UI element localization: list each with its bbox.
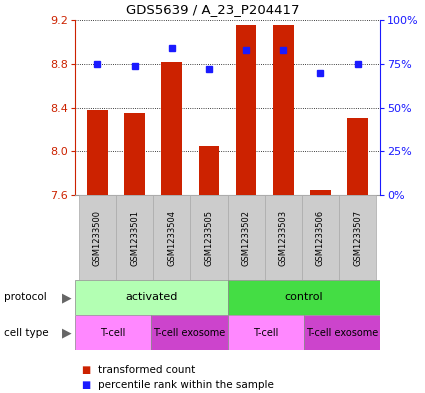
Text: GSM1233501: GSM1233501 — [130, 209, 139, 266]
Bar — [190, 195, 227, 280]
Text: GSM1233507: GSM1233507 — [353, 209, 362, 266]
Bar — [304, 315, 380, 350]
Bar — [227, 315, 304, 350]
Bar — [265, 195, 302, 280]
Bar — [79, 195, 116, 280]
Text: T-cell exosome: T-cell exosome — [306, 327, 378, 338]
Text: activated: activated — [125, 292, 178, 303]
Bar — [75, 280, 227, 315]
Text: GSM1233503: GSM1233503 — [279, 209, 288, 266]
Bar — [227, 195, 265, 280]
Text: protocol: protocol — [4, 292, 47, 303]
Text: GSM1233504: GSM1233504 — [167, 209, 176, 266]
Bar — [227, 280, 380, 315]
Text: ▶: ▶ — [62, 326, 71, 339]
Bar — [87, 110, 108, 195]
Text: ■: ■ — [81, 365, 90, 375]
Bar — [151, 315, 227, 350]
Bar — [273, 26, 294, 195]
Text: GSM1233500: GSM1233500 — [93, 209, 102, 266]
Text: ■: ■ — [81, 380, 90, 390]
Bar — [302, 195, 339, 280]
Bar — [236, 26, 256, 195]
Bar — [162, 62, 182, 195]
Text: cell type: cell type — [4, 327, 49, 338]
Text: transformed count: transformed count — [98, 365, 195, 375]
Text: control: control — [284, 292, 323, 303]
Text: GDS5639 / A_23_P204417: GDS5639 / A_23_P204417 — [126, 3, 299, 16]
Bar — [124, 113, 145, 195]
Text: T-cell exosome: T-cell exosome — [153, 327, 226, 338]
Text: GSM1233505: GSM1233505 — [204, 209, 213, 266]
Bar — [310, 189, 331, 195]
Bar — [153, 195, 190, 280]
Bar — [116, 195, 153, 280]
Text: GSM1233506: GSM1233506 — [316, 209, 325, 266]
Text: percentile rank within the sample: percentile rank within the sample — [98, 380, 274, 390]
Bar — [198, 146, 219, 195]
Bar — [75, 315, 151, 350]
Text: ▶: ▶ — [62, 291, 71, 304]
Bar — [348, 118, 368, 195]
Text: T-cell: T-cell — [253, 327, 278, 338]
Text: T-cell: T-cell — [100, 327, 126, 338]
Text: GSM1233502: GSM1233502 — [241, 209, 251, 266]
Bar — [339, 195, 376, 280]
